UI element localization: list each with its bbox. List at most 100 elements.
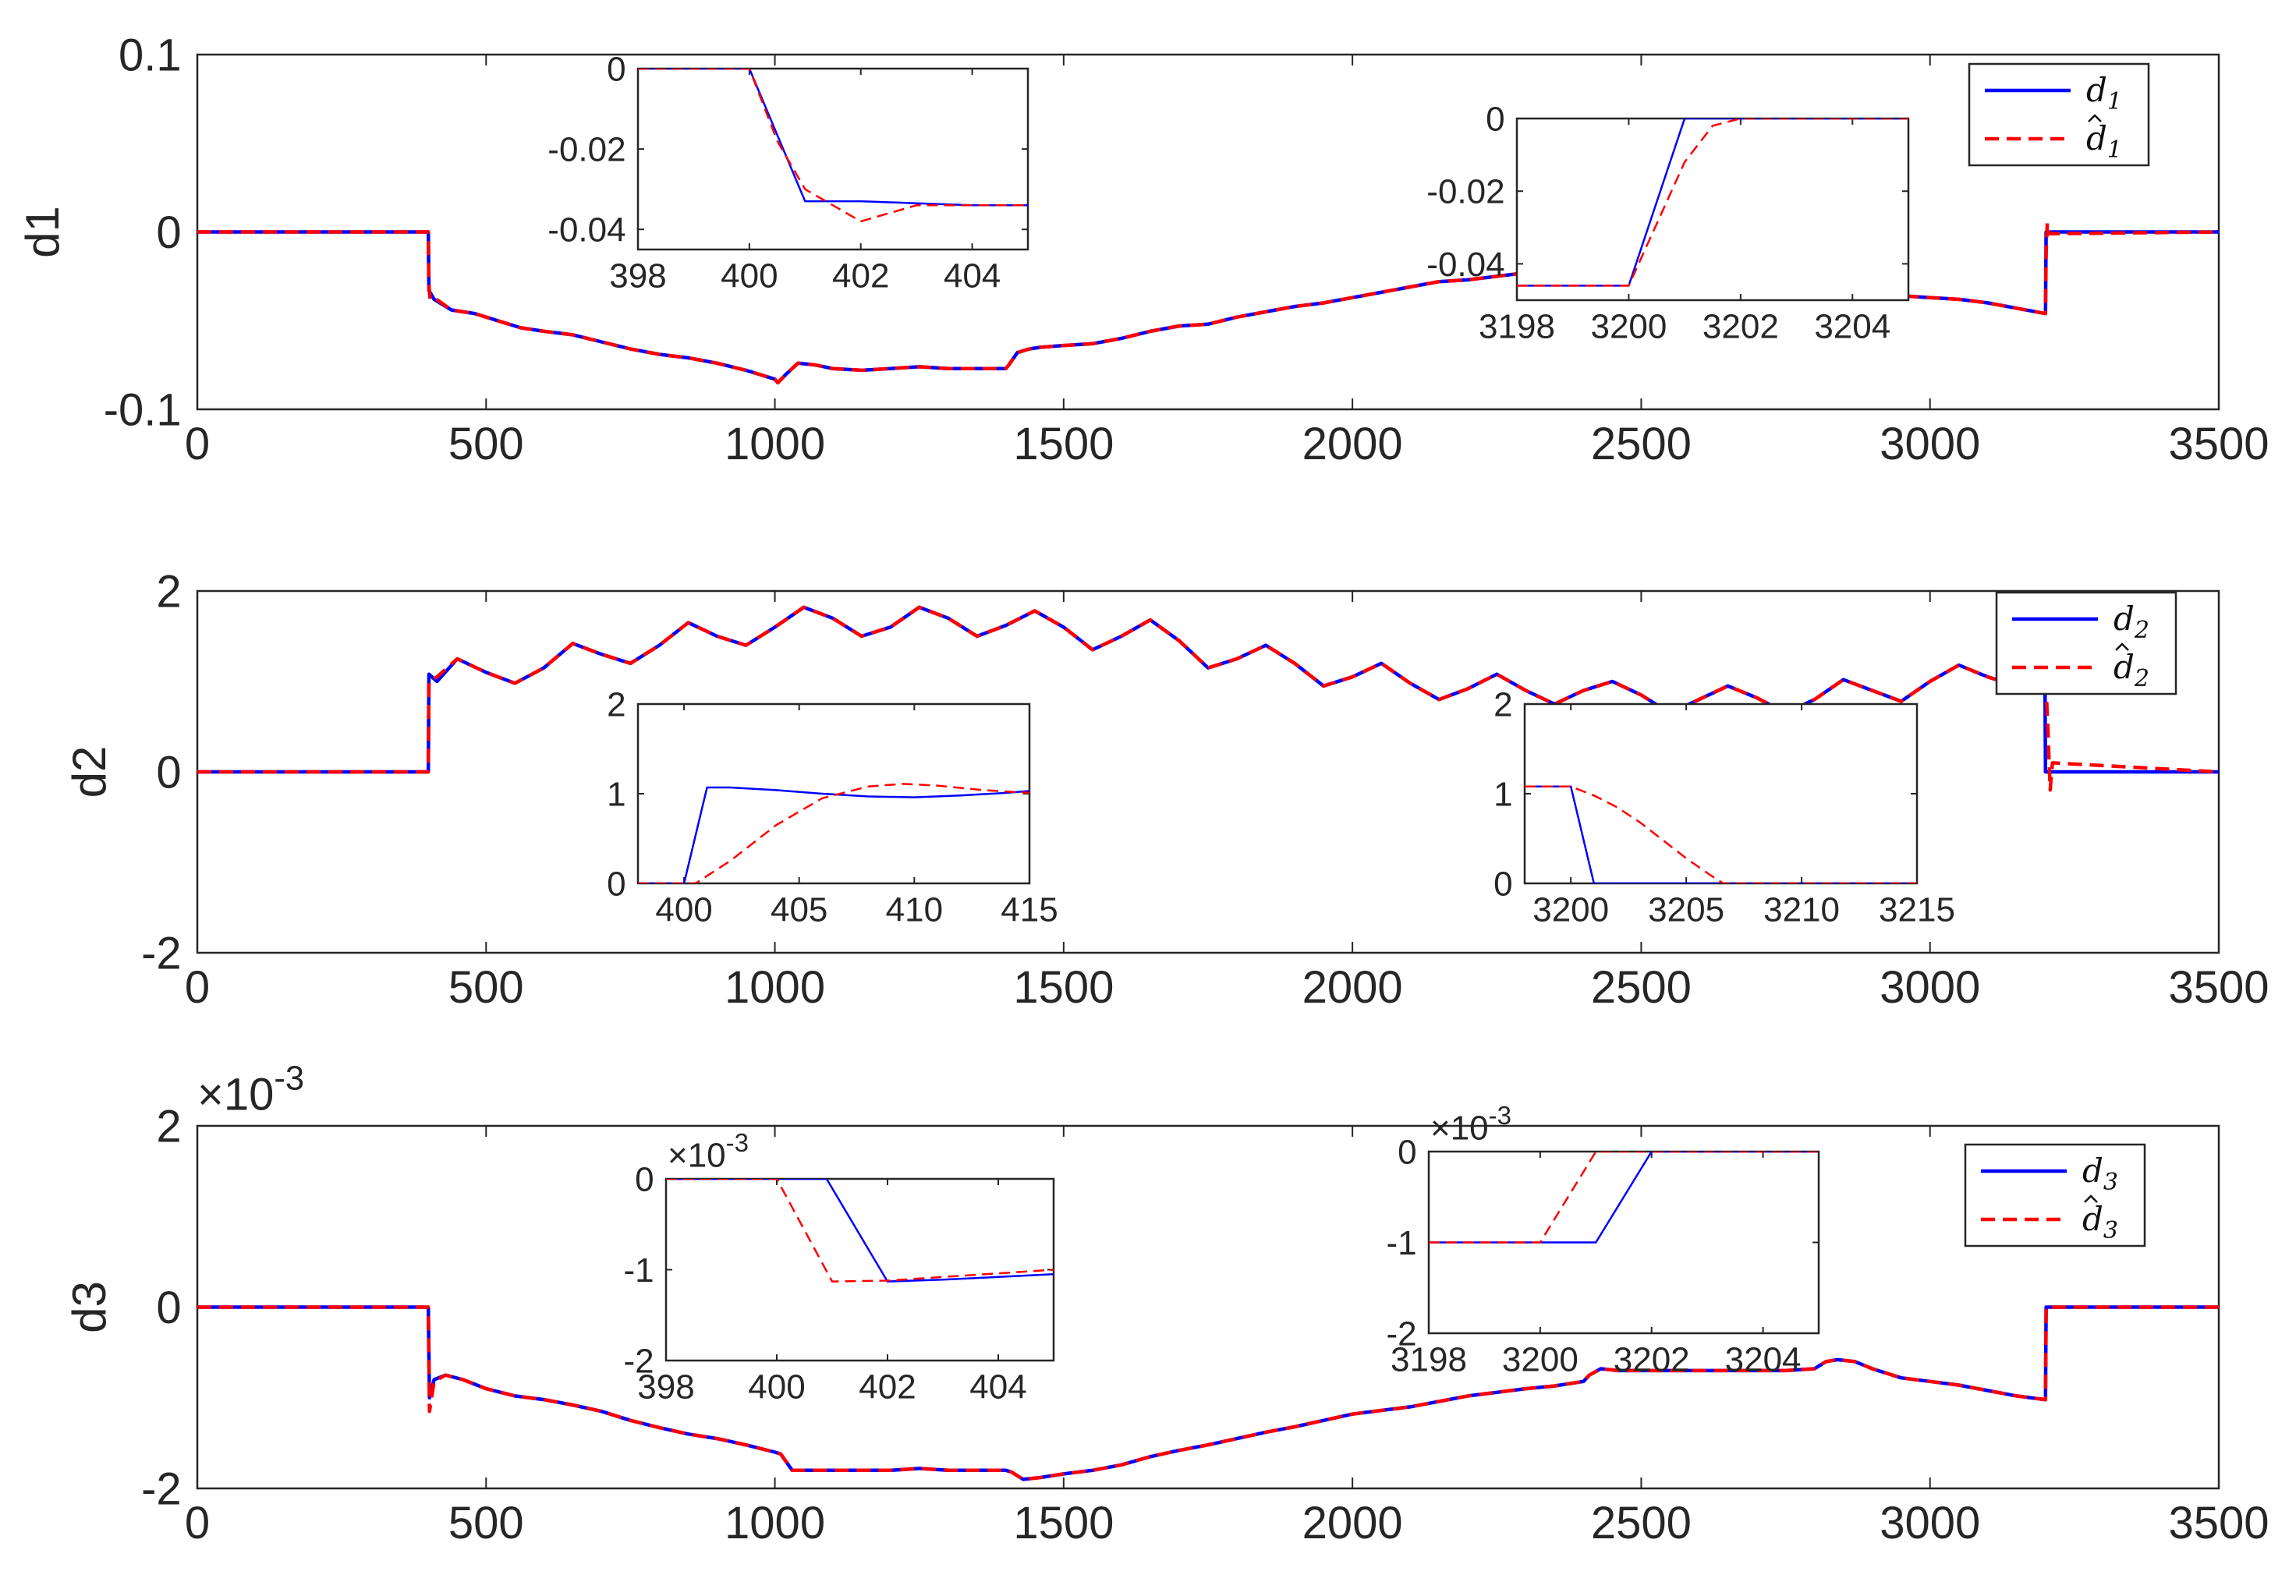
panel-d2-ylabel: d2 [63, 746, 115, 798]
inset-d3-1-series-group [666, 1179, 1054, 1283]
panel-d2-series-group [197, 605, 2219, 792]
panel-d3-xtick-label: 1500 [1013, 1498, 1114, 1548]
panel-d2-xtick-label: 2500 [1591, 962, 1692, 1013]
inset-d3-1-xtick-label: 402 [859, 1368, 916, 1406]
legend-symbol: d [2114, 600, 2135, 638]
inset-d1-1-plot-area [636, 67, 1029, 251]
inset-d2-1-xtick-label: 410 [886, 890, 943, 929]
panel-d3-exponent-label: ×10-3 [197, 1060, 304, 1120]
inset-d2-1-xtick-label: 400 [655, 890, 712, 929]
legend-symbol: d [2082, 1200, 2103, 1238]
panel-d1-ytick-label: -0.1 [104, 384, 182, 435]
legend-hat-accent [2088, 114, 2102, 122]
inset-d3-2-xtick-label: 3204 [1725, 1340, 1802, 1378]
legend-symbol: d [2086, 119, 2107, 157]
panel-d1-xtick-label: 1500 [1013, 419, 1114, 469]
panel-d3-estimate-line [197, 1305, 2219, 1481]
inset-d2-2-xtick-label: 3200 [1532, 890, 1609, 929]
chart-root: 0 500 1000 1500 2000 2500 3000 3500-0.100.1d139… [16, 30, 2269, 1548]
panel-d1-ytick-label: 0.1 [119, 30, 182, 80]
legend-label-2: d2 [2114, 648, 2149, 692]
panel-d3-xtick-label: 500 [448, 1498, 524, 1548]
legend-symbol: d [2082, 1152, 2103, 1190]
panel-d1-xtick-label: 2000 [1302, 419, 1403, 469]
panel-d3-ytick-label: 2 [156, 1101, 181, 1152]
inset-d2-2-estimate-line [1525, 785, 1917, 883]
inset-d1-1-ytick-label: 0 [607, 50, 625, 88]
inset-d3-2: 3198 3200 3202 3204 -2 -1 0 ×10-3 [1386, 1101, 1820, 1378]
inset-d2-1-estimate-line [638, 783, 1029, 883]
inset-d3-1-exponent-base: ×10 [668, 1137, 726, 1175]
panel-d2-ytick-label: -2 [141, 928, 182, 978]
inset-d2-1: 400 405 410 415 0 1 2 [607, 685, 1058, 929]
inset-d2-2: 3200 3205 3210 3215 0 1 2 [1493, 685, 1955, 929]
legend-subscript: 3 [2103, 1169, 2118, 1196]
inset-d2-1-ytick-label: 2 [607, 685, 625, 724]
inset-d1-1-xtick-label: 404 [944, 257, 1001, 295]
panel-d3-series-group [197, 1305, 2219, 1481]
legend-label-2: d3 [2082, 1200, 2118, 1244]
panel-d1-xtick-label: 3000 [1880, 419, 1980, 469]
panel-d2-xtick-label: 1500 [1013, 962, 1114, 1013]
panel-d1-xtick-label: 1000 [725, 419, 825, 469]
inset-d3-2-exponent-base: ×10 [1430, 1109, 1489, 1148]
inset-d3-1-exponent-label: ×10-3 [668, 1128, 749, 1175]
legend-hat-accent [2115, 642, 2129, 651]
panel-d3-xtick-label: 0 [185, 1498, 210, 1548]
inset-d2-1-series-group [638, 783, 1029, 883]
panel-d2-ytick-label: 2 [156, 566, 181, 617]
panel-d3-xtick-label: 2000 [1302, 1498, 1403, 1548]
panel-d1-plot-area [196, 53, 2220, 411]
panel-d2-xtick-label: 0 [185, 962, 210, 1013]
inset-d3-1-ytick-label: -1 [623, 1251, 654, 1290]
inset-d3-2-xtick-label: 3202 [1614, 1340, 1690, 1378]
panel-d3-ylabel: d3 [63, 1281, 115, 1333]
legend-symbol: d [2114, 648, 2135, 686]
panel-d3-exponent-base: ×10 [197, 1070, 274, 1120]
inset-d1-1-ytick-label: -0.04 [547, 211, 625, 249]
inset-d1-2-estimate-line [1517, 119, 1908, 287]
inset-d3-2-actual-line [1429, 1152, 1819, 1244]
panel-d2-estimate-line [197, 605, 2219, 792]
panel-d3-exponent-power: -3 [274, 1060, 304, 1098]
panel-d3-ytick-label: 0 [156, 1283, 181, 1333]
inset-d1-1-estimate-line [638, 69, 1028, 223]
inset-d2-2-xtick-label: 3215 [1879, 890, 1955, 929]
inset-d3-1-ytick-label: -2 [623, 1342, 654, 1380]
inset-d2-1-ytick-label: 0 [607, 865, 625, 903]
panel-d1-xtick-label: 3500 [2168, 419, 2269, 469]
inset-d2-2-series-group [1525, 785, 1917, 883]
legend-box [1968, 62, 2150, 167]
inset-d2-1-actual-line [638, 786, 1029, 883]
inset-d1-2-xtick-label: 3202 [1703, 307, 1779, 345]
legend-subscript: 1 [2107, 88, 2122, 115]
inset-d3-2-xtick-label: 3198 [1391, 1340, 1467, 1378]
inset-d1-2-ytick-label: -0.04 [1426, 246, 1504, 284]
legend-label-1: d2 [2114, 600, 2149, 644]
panel-d3-plot-area [196, 1124, 2220, 1490]
legend-subscript: 1 [2107, 136, 2122, 164]
inset-d1-2-series-group [1517, 119, 1908, 287]
panel-d3-xtick-label: 1000 [725, 1498, 825, 1548]
legend-subscript: 2 [2134, 665, 2149, 692]
inset-d3-2-ytick-label: -1 [1386, 1224, 1416, 1262]
inset-d1-2: 3198 3200 3202 3204 -0.04 -0.02 0 [1426, 100, 1910, 345]
inset-d1-1: 398 400 402 404 -0.04 -0.02 0 [547, 50, 1029, 295]
inset-d3-1-xtick-label: 404 [969, 1368, 1026, 1406]
panel-d2-ytick-label: 0 [156, 747, 181, 798]
inset-d3-1-xtick-label: 400 [748, 1368, 805, 1406]
inset-d3-2-exponent-power: -3 [1489, 1101, 1511, 1130]
panel-d1-ytick-label: 0 [156, 207, 181, 258]
panel-d1-ylabel: d1 [16, 206, 69, 258]
inset-d3-2-exponent-label: ×10-3 [1430, 1101, 1511, 1148]
inset-d1-1-series-group [638, 69, 1028, 223]
inset-d3-2-ytick-label: 0 [1398, 1133, 1416, 1171]
inset-d3-1-exponent-power: -3 [726, 1128, 749, 1157]
inset-d2-2-plot-area [1523, 702, 1919, 885]
legend-subscript: 2 [2134, 617, 2149, 644]
inset-d1-2-xtick-label: 3204 [1814, 307, 1890, 345]
